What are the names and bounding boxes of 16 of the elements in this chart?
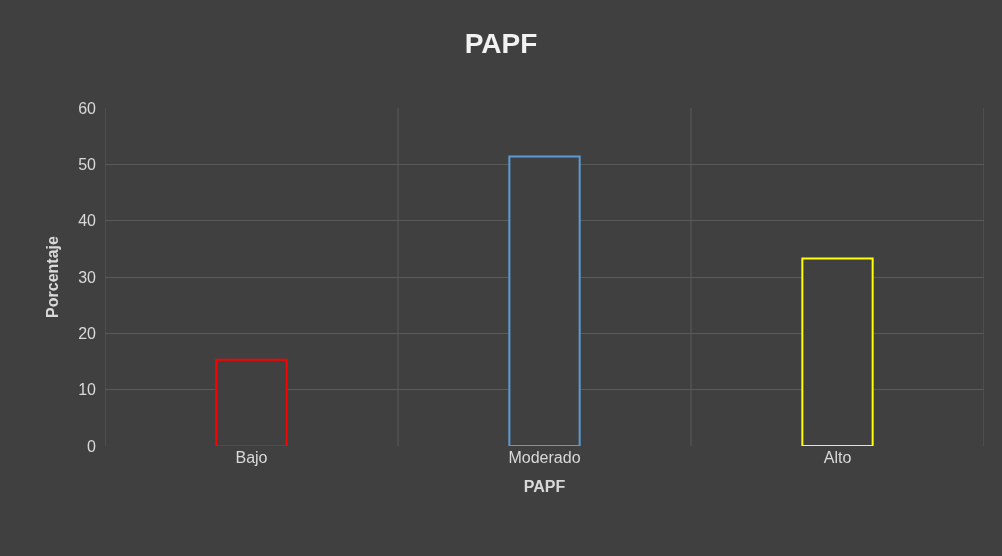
y-axis-title: Porcentaje [44,235,62,318]
y-tick-label: 20 [78,324,97,342]
x-tick-label: Alto [823,449,852,466]
bar [215,358,288,446]
bar [508,155,581,446]
x-tick-label: Moderado [508,449,581,466]
x-axis-title: PAPF [523,477,566,495]
y-tick-label: 30 [78,268,97,286]
y-tick-label: 0 [87,437,97,455]
bar [801,257,874,446]
y-tick-label: 50 [78,155,97,173]
y-tick-label: 10 [78,381,97,399]
chart-title: PAPF [464,27,538,59]
y-tick-label: 40 [78,212,97,230]
y-tick-label: 60 [78,99,97,117]
x-tick-label: Bajo [235,449,268,466]
